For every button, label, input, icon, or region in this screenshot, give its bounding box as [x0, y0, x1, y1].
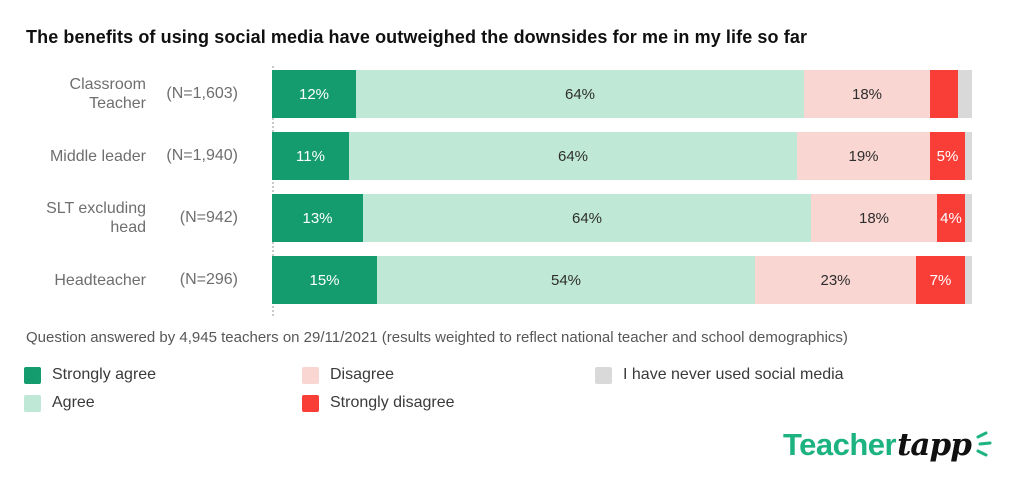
- bar-segment-strongly-agree: 15%: [272, 256, 377, 304]
- legend-item-strongly-agree: Strongly agree: [24, 366, 156, 384]
- bar-segment-never-used: [958, 70, 972, 118]
- bar-segment-disagree: 18%: [804, 70, 930, 118]
- legend-label: Disagree: [330, 366, 395, 383]
- sample-size-label: (N=296): [179, 271, 238, 288]
- legend-label: Strongly agree: [52, 366, 157, 383]
- bar-segment-strongly-disagree: [930, 70, 958, 118]
- disagree-swatch-icon: [302, 366, 319, 384]
- agree-swatch-icon: [24, 394, 41, 412]
- strongly-disagree-swatch-icon: [302, 394, 319, 412]
- legend-column-3: I have never used social media: [595, 366, 844, 394]
- logo-text-tapp: tapp: [897, 427, 972, 463]
- chart-footnote: Question answered by 4,945 teachers on 2…: [26, 329, 848, 346]
- bar-segment-agree: 64%: [363, 194, 811, 242]
- teachertapp-logo: Teacher tapp: [783, 427, 996, 463]
- chart-row: SLT excluding head (N=942) 13% 64% 18% 4%: [26, 194, 998, 242]
- stacked-bar: 11% 64% 19% 5%: [272, 132, 972, 180]
- chart-row: Headteacher (N=296) 15% 54% 23% 7%: [26, 256, 998, 304]
- bar-segment-disagree: 19%: [797, 132, 930, 180]
- bar-segment-strongly-disagree: 5%: [930, 132, 965, 180]
- bar-segment-never-used: [965, 132, 972, 180]
- chart-row: Middle leader (N=1,940) 11% 64% 19% 5%: [26, 132, 998, 180]
- category-label: Middle leader: [49, 147, 146, 165]
- baseline-dotted-axis: [272, 66, 274, 316]
- bar-segment-agree: 64%: [356, 70, 804, 118]
- bar-segment-strongly-agree: 12%: [272, 70, 356, 118]
- sample-size-label: (N=1,603): [166, 85, 238, 102]
- sparkle-icon: [976, 431, 992, 457]
- bar-segment-strongly-disagree: 4%: [937, 194, 965, 242]
- category-label: Headteacher: [54, 271, 146, 289]
- bar-segment-agree: 54%: [377, 256, 755, 304]
- strongly-agree-swatch-icon: [24, 366, 41, 384]
- sample-size-label: (N=942): [179, 209, 238, 226]
- bar-segment-strongly-agree: 11%: [272, 132, 349, 180]
- sample-size-label: (N=1,940): [166, 147, 238, 164]
- legend-item-agree: Agree: [24, 394, 156, 412]
- never-used-swatch-icon: [595, 366, 612, 384]
- chart-row: Classroom Teacher (N=1,603) 12% 64% 18%: [26, 70, 998, 118]
- stacked-bar: 15% 54% 23% 7%: [272, 256, 972, 304]
- bar-segment-never-used: [965, 256, 972, 304]
- chart-title: The benefits of using social media have …: [26, 27, 808, 47]
- category-label: Classroom Teacher: [69, 76, 146, 112]
- bar-segment-disagree: 18%: [811, 194, 937, 242]
- logo-text-teacher: Teacher: [783, 427, 897, 462]
- category-label: SLT excluding head: [46, 200, 146, 236]
- bar-segment-never-used: [965, 194, 972, 242]
- legend-label: Agree: [52, 394, 95, 411]
- bar-segment-strongly-agree: 13%: [272, 194, 363, 242]
- legend-column-2: Disagree Strongly disagree: [302, 366, 455, 422]
- legend-label: I have never used social media: [623, 366, 844, 383]
- legend-item-never-used: I have never used social media: [595, 366, 844, 384]
- stacked-bar: 13% 64% 18% 4%: [272, 194, 972, 242]
- legend-item-strongly-disagree: Strongly disagree: [302, 394, 455, 412]
- bar-segment-strongly-disagree: 7%: [916, 256, 965, 304]
- stacked-bar: 12% 64% 18%: [272, 70, 972, 118]
- bar-chart: Classroom Teacher (N=1,603) 12% 64% 18% Middl…: [26, 70, 998, 318]
- legend-item-disagree: Disagree: [302, 366, 455, 384]
- bar-segment-agree: 64%: [349, 132, 797, 180]
- legend-column-1: Strongly agree Agree: [24, 366, 156, 422]
- bar-segment-disagree: 23%: [755, 256, 916, 304]
- legend-label: Strongly disagree: [330, 394, 455, 411]
